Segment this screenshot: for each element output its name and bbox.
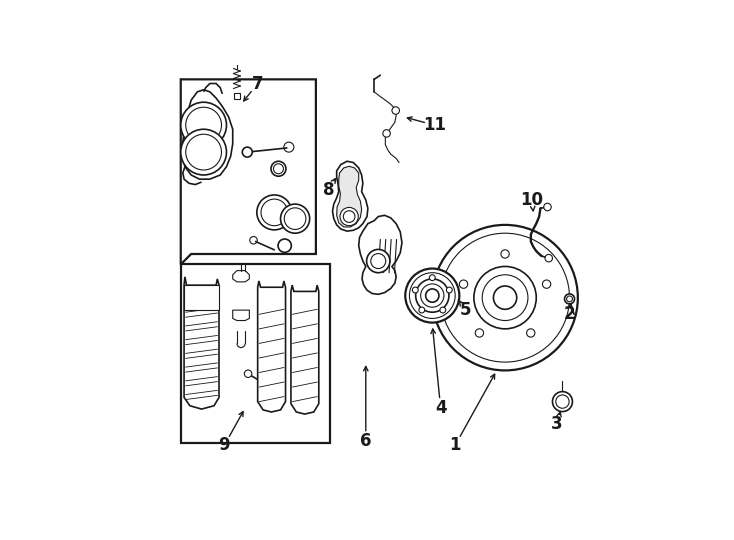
- Circle shape: [545, 254, 553, 262]
- Circle shape: [526, 329, 535, 337]
- Circle shape: [432, 225, 578, 370]
- Text: 4: 4: [435, 399, 446, 417]
- Circle shape: [459, 280, 468, 288]
- Circle shape: [392, 107, 399, 114]
- Circle shape: [475, 329, 484, 337]
- Circle shape: [405, 268, 459, 322]
- Circle shape: [242, 147, 252, 157]
- Polygon shape: [359, 215, 402, 294]
- Circle shape: [383, 130, 390, 137]
- Circle shape: [474, 266, 537, 329]
- Polygon shape: [184, 285, 219, 310]
- Circle shape: [366, 249, 390, 273]
- Circle shape: [446, 287, 452, 293]
- Circle shape: [340, 207, 358, 226]
- Circle shape: [564, 294, 575, 304]
- Circle shape: [181, 102, 227, 148]
- Polygon shape: [258, 281, 286, 412]
- Circle shape: [271, 161, 286, 176]
- Text: 3: 3: [551, 415, 563, 434]
- Circle shape: [544, 203, 551, 211]
- Text: 2: 2: [564, 305, 575, 323]
- Text: 7: 7: [252, 75, 264, 92]
- Circle shape: [553, 392, 573, 411]
- Text: 11: 11: [423, 116, 446, 134]
- Circle shape: [429, 275, 435, 281]
- Circle shape: [244, 370, 252, 377]
- Circle shape: [181, 129, 227, 175]
- Circle shape: [440, 307, 446, 313]
- Circle shape: [542, 280, 550, 288]
- Circle shape: [419, 307, 425, 313]
- Polygon shape: [181, 265, 330, 443]
- Polygon shape: [181, 79, 316, 265]
- Circle shape: [413, 287, 418, 293]
- Polygon shape: [183, 90, 233, 179]
- Text: 10: 10: [520, 191, 544, 209]
- Circle shape: [501, 250, 509, 258]
- Bar: [233, 93, 240, 99]
- Circle shape: [257, 195, 292, 230]
- Text: 9: 9: [219, 436, 230, 454]
- Polygon shape: [291, 285, 319, 414]
- Circle shape: [278, 239, 291, 252]
- Text: 8: 8: [323, 180, 334, 199]
- Circle shape: [280, 204, 310, 233]
- Polygon shape: [333, 161, 368, 231]
- Polygon shape: [337, 166, 362, 227]
- Polygon shape: [184, 277, 219, 409]
- Text: 5: 5: [459, 301, 471, 319]
- Text: 6: 6: [360, 432, 371, 450]
- Circle shape: [426, 289, 439, 302]
- Text: 1: 1: [449, 436, 461, 454]
